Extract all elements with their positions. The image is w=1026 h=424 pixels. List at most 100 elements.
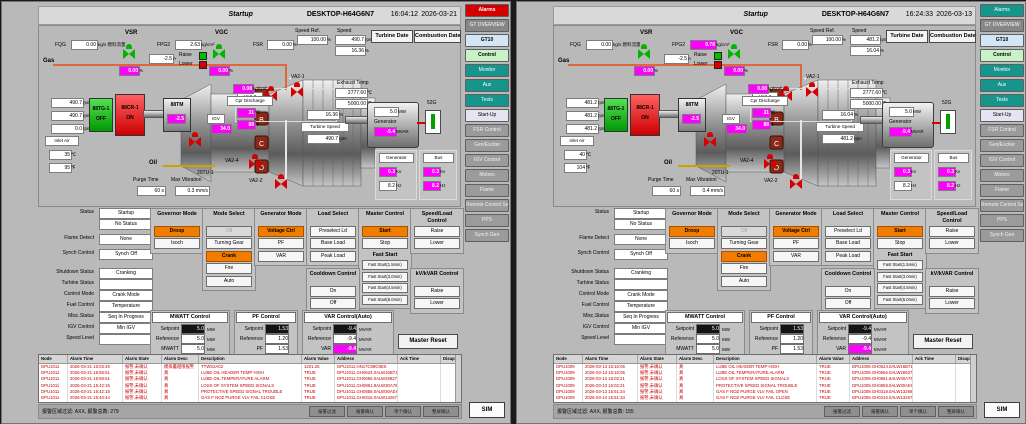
sidebar-item-monitor[interactable]: Monitor <box>465 64 509 77</box>
sidebar-item-tests[interactable]: Tests <box>465 94 509 107</box>
sidebar-item-control[interactable]: Control <box>980 49 1024 62</box>
sidebar-item-remote-control-set[interactable]: Remote Control Set <box>465 199 509 212</box>
column-header-alarm-time[interactable]: Alarm Time <box>68 355 123 363</box>
sidebar-item-gt-overview[interactable]: GT OVERVIEW <box>465 19 509 32</box>
sidebar-item-remote-control-set[interactable]: Remote Control Set <box>980 199 1024 212</box>
button-on[interactable]: On <box>825 285 871 297</box>
button-auto[interactable]: Auto <box>721 275 767 287</box>
sidebar-item-aux[interactable]: Aux <box>980 79 1024 92</box>
sidebar-item-motors[interactable]: Motors <box>465 169 509 182</box>
button-var[interactable]: VAR <box>258 250 304 262</box>
turbine-date-button[interactable]: Turbine Date <box>371 30 413 43</box>
column-header-disappear-time[interactable]: Disappear Time <box>956 355 976 363</box>
sidebar-item-tests[interactable]: Tests <box>980 94 1024 107</box>
sidebar-item-gen-exciter[interactable]: Gen/Exciter <box>465 139 509 152</box>
combustion-date-button[interactable]: Combustion Date <box>929 30 976 43</box>
button-auto[interactable]: Auto <box>206 275 252 287</box>
turbine-date-button[interactable]: Turbine Date <box>886 30 928 43</box>
button-peak-load[interactable]: Peak Load <box>825 250 871 262</box>
footer-button-1[interactable]: 报警过滤 <box>824 406 860 417</box>
button-turning-gear[interactable]: Turning Gear <box>721 238 767 249</box>
button-stop[interactable]: Stop <box>362 238 408 249</box>
sidebar-item-monitor[interactable]: Monitor <box>980 64 1024 77</box>
sidebar-item-flame[interactable]: Flame <box>980 184 1024 197</box>
button-preselect-ld[interactable]: Preselect Ld <box>310 225 356 237</box>
sidebar-item-alarms[interactable]: Alarms <box>980 4 1024 17</box>
button-off[interactable]: Off <box>206 225 252 237</box>
button-lower[interactable]: Lower <box>929 238 975 249</box>
button-fast-start-3-0min[interactable]: Fast Start(3.0min) <box>877 271 923 282</box>
button-fire[interactable]: Fire <box>206 263 252 274</box>
column-header-description[interactable]: Description <box>714 355 817 363</box>
button-droop[interactable]: Droop <box>669 225 715 237</box>
button-fast-start-4-5min[interactable]: Fast Start(4.5min) <box>362 283 408 293</box>
column-header-node[interactable]: Node <box>554 355 583 363</box>
sim-button[interactable]: SIM <box>469 402 505 418</box>
button-raise[interactable]: Raise <box>929 225 975 237</box>
sidebar-item-synch-gen[interactable]: Synch Gen <box>465 229 509 242</box>
button-fast-start-6-0min[interactable]: Fast Start(6.0min) <box>877 294 923 305</box>
alarm-row[interactable]: DPU1011 2026-03-21 15:40:44 报警,未确认真 GAS F N… <box>39 395 461 402</box>
button-on[interactable]: On <box>310 285 356 297</box>
button-crank[interactable]: Crank <box>721 250 767 262</box>
sidebar-item-pps[interactable]: PPS <box>465 214 509 227</box>
alarm-row[interactable]: DPU1011 2026-03-21 15:59:51 报警,未确认真 LUBE OI… <box>39 369 461 377</box>
column-header-alarm-state[interactable]: Alarm State <box>123 355 162 363</box>
button-start[interactable]: Start <box>877 225 923 237</box>
button-stop[interactable]: Stop <box>877 238 923 249</box>
button-crank[interactable]: Crank <box>206 250 252 262</box>
alarm-row[interactable]: DPU1009 2026-03-13 16:02:21 报警,未确认真 LOSS OF… <box>554 376 976 383</box>
footer-button-2[interactable]: 报警确认 <box>862 406 898 417</box>
sidebar-item-gt10[interactable]: GT10 <box>465 34 509 47</box>
master-reset-button[interactable]: Master Reset <box>913 334 973 349</box>
footer-button-3[interactable]: 单个确认 <box>385 406 421 417</box>
button-voltage-ctrl[interactable]: Voltage Ctrl <box>258 225 304 237</box>
alarm-row[interactable]: DPU1009 2026-03-13 16:16:05 报警,未确认真 LUBE OI… <box>554 363 976 370</box>
sidebar-item-gen-exciter[interactable]: Gen/Exciter <box>980 139 1024 152</box>
button-isoch[interactable]: Isoch <box>669 238 715 249</box>
button-lower[interactable]: Lower <box>414 298 460 309</box>
footer-button-3[interactable]: 单个确认 <box>900 406 936 417</box>
button-pf[interactable]: PF <box>773 238 819 249</box>
button-preselect-ld[interactable]: Preselect Ld <box>825 225 871 237</box>
column-header-alarm-state[interactable]: Alarm State <box>638 355 677 363</box>
button-off[interactable]: Off <box>825 298 871 309</box>
button-fast-start-1-5min[interactable]: Fast Start(1.5min) <box>362 260 408 270</box>
footer-button-4[interactable]: 整屏确认 <box>938 406 974 417</box>
alarm-row[interactable]: DPU1009 2026-03-13 15:51:34 报警,未确认真 GAS F N… <box>554 395 976 402</box>
column-header-ack-time[interactable]: Ack Time <box>913 355 956 363</box>
column-header-address[interactable]: Address <box>850 355 913 363</box>
footer-button-2[interactable]: 报警确认 <box>347 406 383 417</box>
button-base-load[interactable]: Base Load <box>825 238 871 249</box>
column-header-disappear-time[interactable]: Disappear Time <box>441 355 461 363</box>
table-scrollbar[interactable] <box>455 355 461 402</box>
button-isoch[interactable]: Isoch <box>154 238 200 249</box>
alarm-row[interactable]: DPU1011 2026-03-21 15:42:15 报警,未确认真 PROTECT… <box>39 389 461 396</box>
sidebar-item-start-up[interactable]: Start-Up <box>465 109 509 122</box>
button-fast-start-6-0min[interactable]: Fast Start(6.0min) <box>362 294 408 305</box>
alarm-row[interactable]: DPU1011 2026-03-21 15:59:51 报警,未确认真 LUBE OI… <box>39 376 461 383</box>
column-header-alarm-value[interactable]: Alarm Value <box>302 355 335 363</box>
alarm-row[interactable]: DPU1009 2026-03-13 16:02:21 报警,未确认真 PROTECT… <box>554 382 976 390</box>
sidebar-item-start-up[interactable]: Start-Up <box>980 109 1024 122</box>
button-voltage-ctrl[interactable]: Voltage Ctrl <box>773 225 819 237</box>
button-base-load[interactable]: Base Load <box>310 238 356 249</box>
button-start[interactable]: Start <box>362 225 408 237</box>
column-header-alarm-desc[interactable]: Alarm Desc <box>677 355 714 363</box>
button-lower[interactable]: Lower <box>929 298 975 309</box>
sidebar-item-gt-overview[interactable]: GT OVERVIEW <box>980 19 1024 32</box>
master-reset-button[interactable]: Master Reset <box>398 334 458 349</box>
column-header-alarm-time[interactable]: Alarm Time <box>583 355 638 363</box>
button-turning-gear[interactable]: Turning Gear <box>206 238 252 249</box>
combustion-date-button[interactable]: Combustion Date <box>414 30 461 43</box>
button-raise[interactable]: Raise <box>414 225 460 237</box>
sidebar-item-fsr-control[interactable]: FSR Control <box>465 124 509 137</box>
sidebar-item-synch-gen[interactable]: Synch Gen <box>980 229 1024 242</box>
sidebar-item-igv-control[interactable]: IGV Control <box>465 154 509 167</box>
button-off[interactable]: Off <box>310 298 356 309</box>
sidebar-item-control[interactable]: Control <box>465 49 509 62</box>
sidebar-item-pps[interactable]: PPS <box>980 214 1024 227</box>
column-header-alarm-desc[interactable]: Alarm Desc <box>162 355 199 363</box>
button-droop[interactable]: Droop <box>154 225 200 237</box>
sim-button[interactable]: SIM <box>984 402 1020 418</box>
